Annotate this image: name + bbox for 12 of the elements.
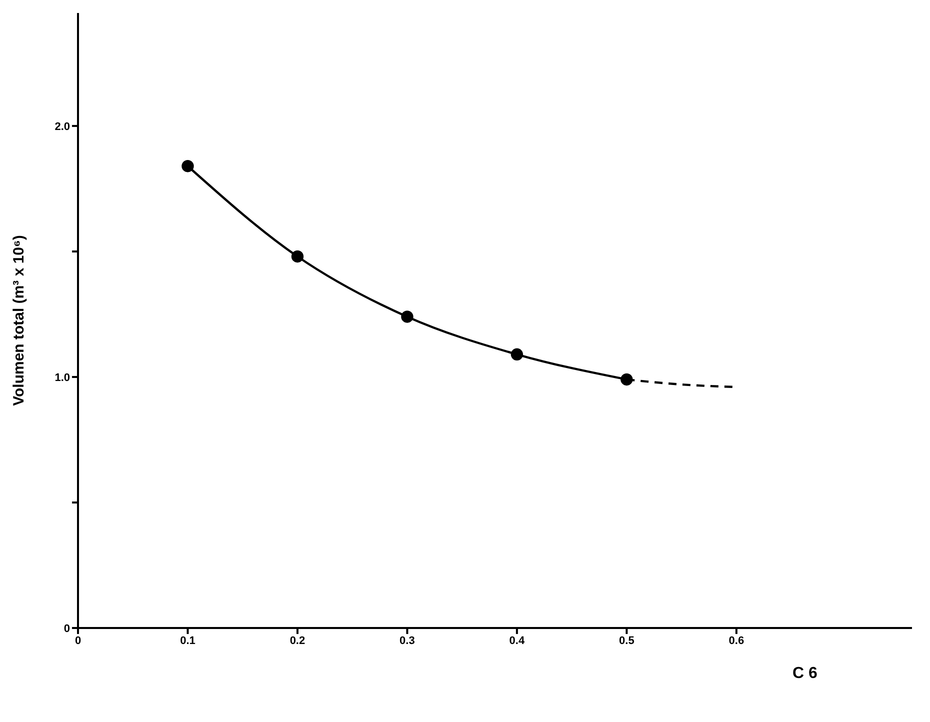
y-axis-title: Volumen total (m³ x 10⁶): [10, 235, 28, 406]
y-tick-label: 2.0: [54, 120, 70, 133]
x-axis-title: C 6: [792, 665, 818, 682]
x-tick-label: 0: [74, 634, 82, 647]
y-tick-label: 0: [64, 622, 70, 635]
x-tick-label: 0.1: [180, 634, 196, 647]
x-tick-label: 0.3: [400, 634, 415, 647]
x-tick-label: 0.6: [728, 634, 744, 647]
x-tick-label: 0.5: [619, 634, 634, 647]
x-tick-label: 0.4: [509, 634, 526, 647]
x-tick-label: 0.2: [290, 634, 306, 647]
y-tick-label: 1.0: [54, 372, 70, 384]
